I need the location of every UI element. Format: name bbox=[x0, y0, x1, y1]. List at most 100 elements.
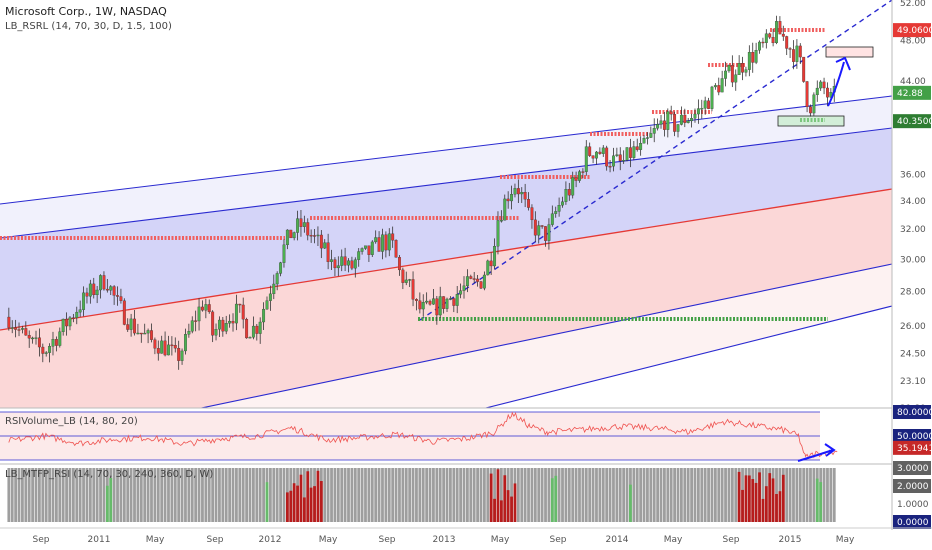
mtf-bar bbox=[14, 468, 18, 522]
candle bbox=[58, 327, 62, 348]
mtf-bar bbox=[282, 468, 286, 522]
candle bbox=[707, 97, 711, 110]
mtf-bar bbox=[469, 468, 473, 522]
mtf-bar bbox=[197, 468, 201, 522]
candle bbox=[316, 226, 320, 246]
mtf-bar bbox=[302, 497, 306, 522]
price-label-text: 49.0600 bbox=[897, 26, 932, 36]
mtf-bar bbox=[730, 468, 734, 522]
candle bbox=[20, 325, 24, 334]
candle bbox=[734, 69, 738, 91]
mtf-bar bbox=[832, 468, 836, 522]
mtf-bar bbox=[41, 468, 45, 522]
candle bbox=[78, 300, 82, 317]
mtf-bar bbox=[109, 477, 113, 522]
candle bbox=[822, 77, 826, 95]
candle bbox=[279, 261, 283, 277]
mtf-bar bbox=[632, 468, 636, 522]
mtf-bar bbox=[411, 468, 415, 522]
candle bbox=[442, 296, 446, 314]
channel-bottom-line bbox=[483, 305, 892, 408]
mtf-bar bbox=[432, 468, 435, 522]
mtf-bar bbox=[415, 468, 418, 522]
up-arrow-head bbox=[835, 56, 851, 71]
candle bbox=[781, 25, 785, 41]
mtf-bar bbox=[581, 468, 585, 522]
candle bbox=[370, 240, 374, 257]
mtf-bar bbox=[428, 468, 432, 522]
mtf-bar bbox=[605, 468, 609, 522]
mtf-bar bbox=[598, 468, 602, 522]
candle bbox=[771, 28, 775, 47]
mtf-bar bbox=[343, 468, 347, 522]
candle bbox=[146, 328, 150, 344]
mtf-bar bbox=[425, 468, 429, 522]
mtf-bar bbox=[707, 468, 710, 522]
candle bbox=[676, 124, 680, 138]
mtf-bar bbox=[510, 496, 513, 522]
mtf-bar bbox=[591, 468, 595, 522]
mtf-bar bbox=[319, 481, 323, 522]
candle bbox=[224, 315, 228, 335]
mtf-bar bbox=[530, 468, 534, 522]
mtf-bar bbox=[255, 468, 259, 522]
mtf-bar bbox=[38, 468, 41, 522]
mtf-bar bbox=[211, 468, 215, 522]
mtf-bar bbox=[184, 468, 187, 522]
candle bbox=[44, 351, 48, 357]
mtf-bar bbox=[136, 468, 140, 522]
candle bbox=[173, 337, 177, 353]
candle bbox=[809, 104, 812, 117]
candle bbox=[360, 247, 364, 255]
regression-line bbox=[0, 188, 892, 331]
candle bbox=[408, 278, 412, 288]
candle bbox=[377, 231, 381, 252]
time-tick-label: May bbox=[146, 535, 165, 545]
mtf-bar bbox=[574, 468, 578, 522]
mtf-bar bbox=[499, 500, 503, 522]
candle bbox=[14, 319, 18, 338]
mtf-bar bbox=[75, 468, 79, 522]
price-axis: 21.8023.1024.5026.0028.0030.0032.0034.00… bbox=[891, 0, 932, 530]
candle bbox=[150, 323, 153, 343]
mtf-bar bbox=[622, 468, 626, 522]
candle bbox=[775, 15, 778, 45]
mtf-bar bbox=[231, 468, 235, 522]
candle bbox=[282, 239, 286, 268]
time-tick-label: Sep bbox=[723, 535, 740, 545]
mtf-bar bbox=[160, 468, 164, 522]
mtf-bar bbox=[462, 468, 466, 522]
mtf-bar bbox=[122, 468, 126, 522]
mtf-bar bbox=[476, 468, 479, 522]
mtf-bar bbox=[615, 468, 619, 522]
rsi-line bbox=[8, 411, 838, 460]
mtf-bar bbox=[296, 485, 299, 522]
channel-top-line bbox=[0, 95, 892, 205]
candle bbox=[333, 257, 337, 277]
mtf-bar bbox=[336, 468, 340, 522]
price-tick-label: 48.00 bbox=[900, 36, 926, 46]
candle bbox=[591, 155, 595, 164]
candlesticks bbox=[7, 15, 836, 370]
mtf-bar bbox=[727, 468, 731, 522]
mtf-bar bbox=[143, 468, 147, 522]
mtf-bar bbox=[578, 468, 581, 522]
mtf-bar bbox=[479, 468, 483, 522]
mtf-tick: 1.0000 bbox=[897, 500, 929, 510]
candle bbox=[184, 328, 187, 355]
mtf-bar bbox=[68, 468, 72, 522]
mtf-bar bbox=[646, 468, 649, 522]
mtf-bar bbox=[245, 468, 249, 522]
mtf-bar bbox=[139, 468, 143, 522]
mtf-bar bbox=[153, 468, 157, 522]
price-tick-label: 28.00 bbox=[900, 287, 926, 297]
candle bbox=[112, 285, 116, 305]
candle bbox=[683, 108, 687, 128]
candle bbox=[792, 40, 795, 70]
mtf-bar bbox=[493, 498, 496, 522]
candle bbox=[17, 322, 21, 337]
candle bbox=[37, 328, 41, 357]
candle bbox=[381, 228, 384, 260]
candle bbox=[231, 313, 235, 332]
